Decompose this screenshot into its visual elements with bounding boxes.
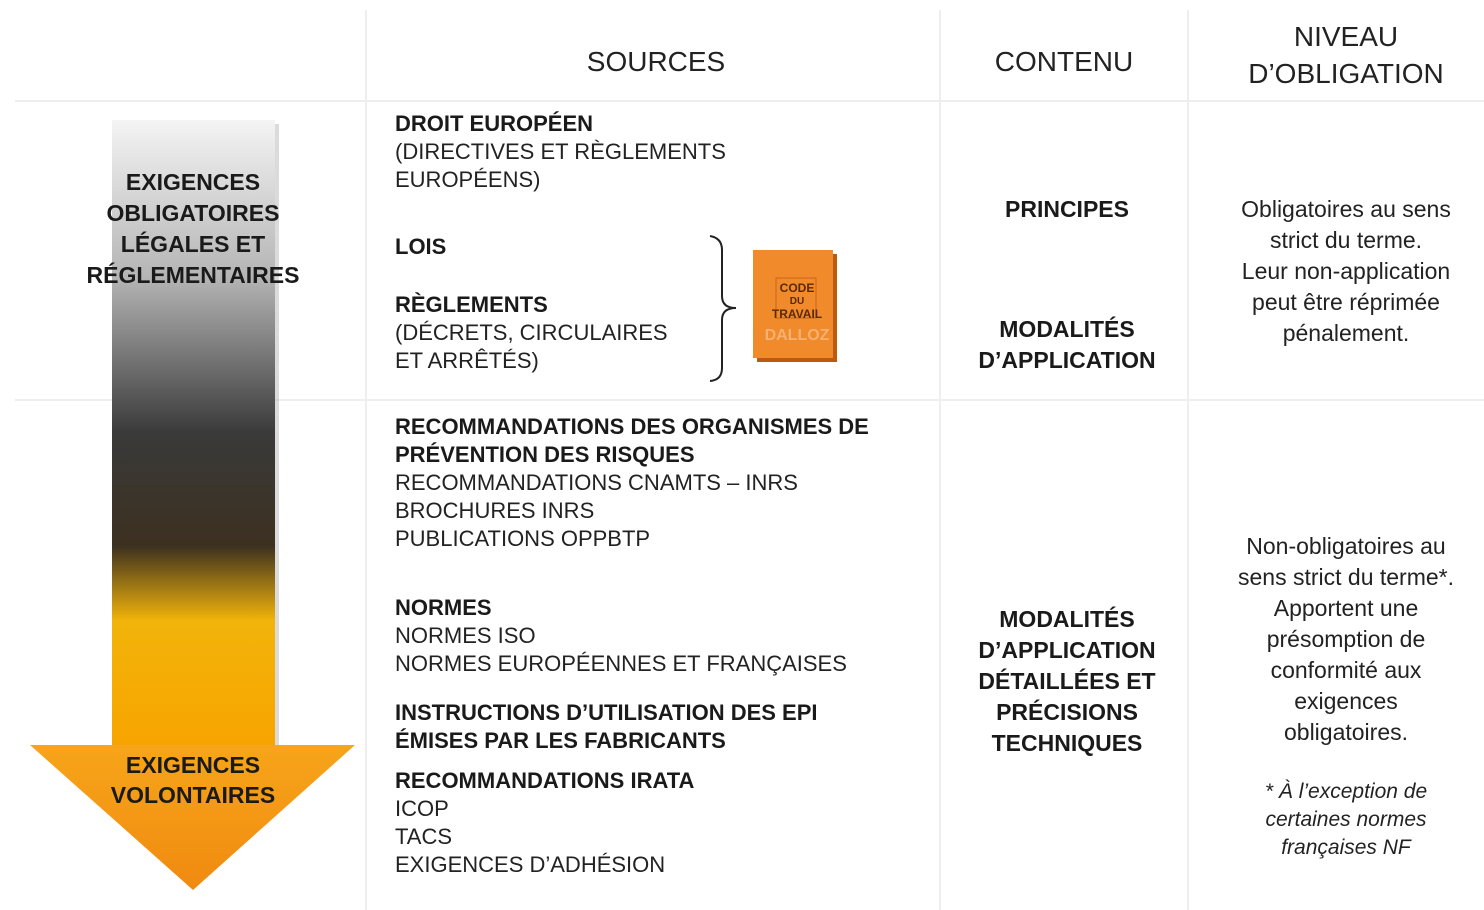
niveau-text: strict du terme. [1269,227,1423,254]
book-title: TRAVAIL [771,306,823,321]
contenu-label: MODALITÉS [999,316,1135,343]
arrow-top-label: OBLIGATOIRES [106,200,280,227]
source-title: INSTRUCTIONS D’UTILISATION DES EPI [395,699,818,725]
source-title: LOIS [395,233,447,259]
source-line: BROCHURES INRS [395,497,595,523]
arrow-bottom-label: EXIGENCES [125,752,261,779]
source-line: ICOP [395,795,449,821]
niveau-text: sens strict du terme*. [1237,564,1455,591]
brace [709,235,737,382]
arrow-body [112,120,275,746]
book-label-frame [775,277,817,319]
source-line: (DÉCRETS, CIRCULAIRES [395,319,668,345]
source-line: TACS [395,823,453,849]
header-niveau: D’OBLIGATION [1248,58,1444,90]
contenu-label: PRÉCISIONS [996,699,1138,726]
niveau-text: exigences [1294,688,1398,715]
niveau-text: peut être réprimée [1252,289,1440,316]
source-title: RÈGLEMENTS [395,291,548,317]
book-publisher: DALLOZ [764,327,830,345]
book-title: DU [789,296,805,307]
source-title: RECOMMANDATIONS DES ORGANISMES DE [395,413,869,439]
niveau-note: * À l’exception de [1264,780,1428,804]
book-title: CODE [779,280,815,295]
header-sources: SOURCES [586,46,726,78]
niveau-text: Apportent une [1273,595,1419,622]
arrow-top-label: RÉGLEMENTAIRES [86,262,300,289]
source-line: NORMES EUROPÉENNES ET FRANÇAISES [395,650,847,676]
contenu-label: PRINCIPES [1005,196,1129,223]
contenu-label: D’APPLICATION [978,347,1156,374]
source-title: RECOMMANDATIONS IRATA [395,767,695,793]
source-line: PUBLICATIONS OPPBTP [395,525,651,551]
source-line: EXIGENCES D’ADHÉSION [395,851,666,877]
niveau-text: obligatoires. [1283,719,1409,746]
arrow-bottom-label: VOLONTAIRES [110,782,276,809]
contenu-label: TECHNIQUES [991,730,1143,757]
niveau-text: pénalement. [1282,320,1410,347]
source-line: (DIRECTIVES ET RÈGLEMENTS [395,138,726,164]
niveau-text: conformité aux [1270,657,1422,684]
arrow-top-label: LÉGALES ET [120,231,266,258]
niveau-note: certaines normes [1265,808,1427,832]
contenu-label: DÉTAILLÉES ET [978,668,1156,695]
contenu-label: MODALITÉS [999,606,1135,633]
source-title: DROIT EUROPÉEN [395,110,594,136]
source-line: EUROPÉENS) [395,166,541,192]
source-line: NORMES ISO [395,622,536,648]
arrow-top-label: EXIGENCES [125,169,261,196]
header-contenu: CONTENU [994,46,1134,78]
source-title: ÉMISES PAR LES FABRICANTS [395,727,726,753]
source-title: PRÉVENTION DES RISQUES [395,441,695,467]
header-niveau: NIVEAU [1293,21,1399,53]
source-line: RECOMMANDATIONS CNAMTS – INRS [395,469,798,495]
arrow-head [30,745,355,890]
niveau-text: Leur non-application [1241,258,1451,285]
niveau-note: françaises NF [1281,836,1411,860]
niveau-text: Non-obligatoires au [1246,533,1446,560]
contenu-label: D’APPLICATION [978,637,1156,664]
source-title: NORMES [395,594,492,620]
book [753,250,833,358]
source-line: ET ARRÊTÉS) [395,347,539,373]
niveau-text: présomption de [1266,626,1426,653]
niveau-text: Obligatoires au sens [1241,196,1451,223]
